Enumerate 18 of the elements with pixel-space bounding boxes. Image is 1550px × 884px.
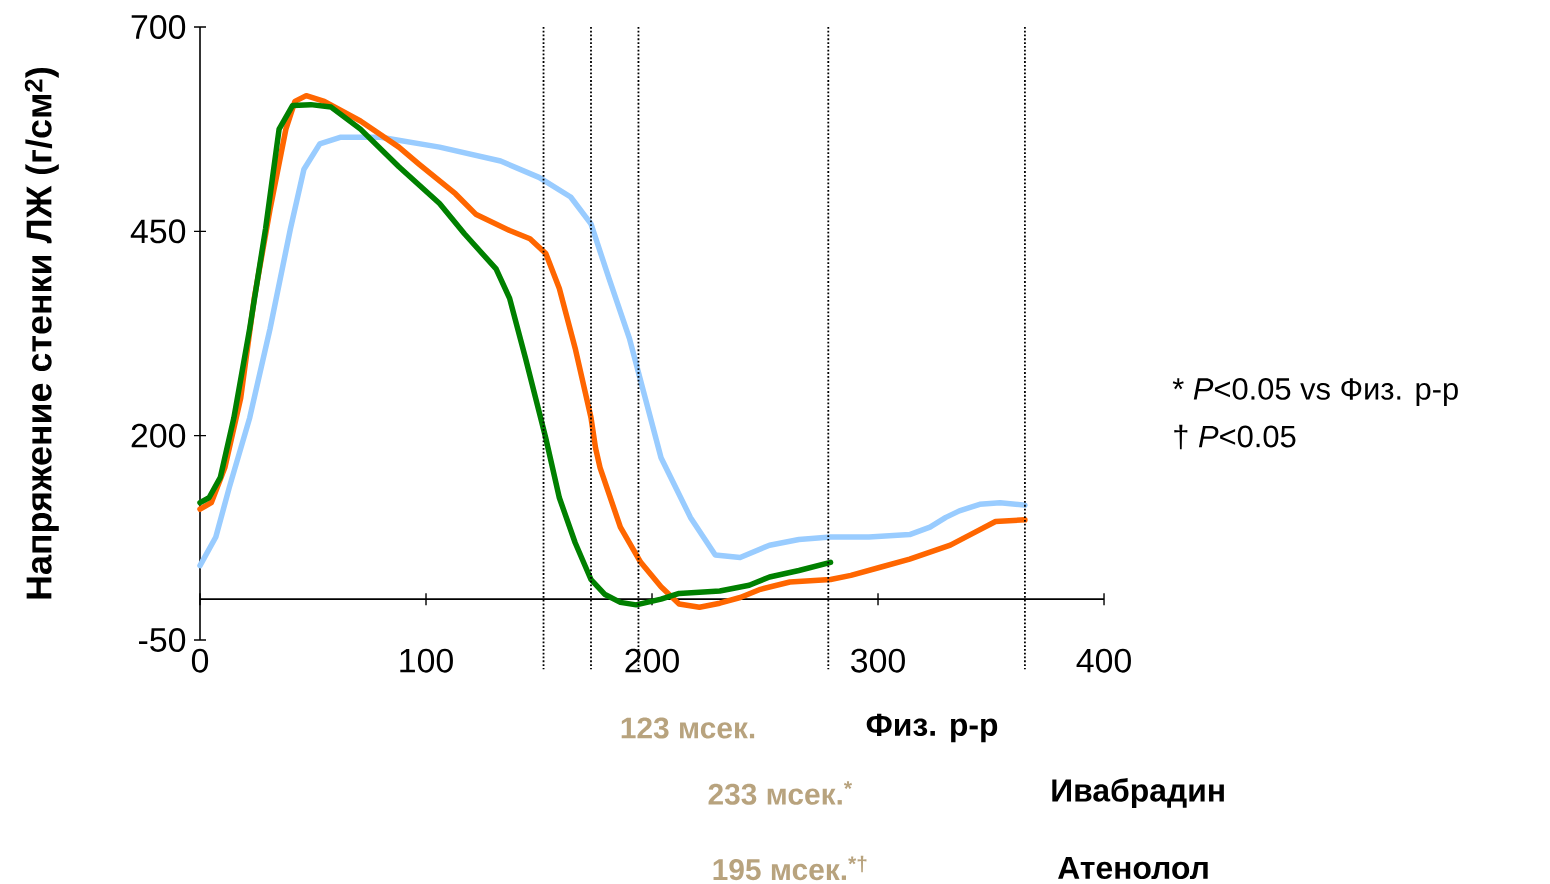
text: Ивабрадин	[1052, 778, 1224, 808]
x-tick-label: 100	[400, 648, 453, 673]
x-tick-label: 300	[851, 648, 905, 673]
x-tick-label: 400	[1076, 648, 1131, 673]
text: Атенолол	[1058, 856, 1208, 880]
y-tick-label: -50	[139, 628, 186, 652]
text: 123 мсек.	[621, 717, 755, 739]
y-tick-label: 450	[130, 219, 186, 244]
x-tick-label: 0	[191, 648, 209, 673]
text: Физ. р-р	[866, 713, 998, 743]
text: 233 мсек.$^{*}$	[708, 781, 853, 805]
x-tick-label: 200	[625, 648, 679, 673]
y-axis-title: Напряжение стенки ЛЖ (г/см$^{2}$)	[24, 67, 59, 599]
y-tick-label: 200	[131, 423, 186, 448]
text: *P<0.05 vs Физ. р-р	[1172, 378, 1458, 406]
text: 195 мсек.$^{*†}$	[713, 855, 867, 881]
y-tick-label: 700	[131, 14, 186, 39]
text: † P<0.05	[1174, 424, 1296, 450]
